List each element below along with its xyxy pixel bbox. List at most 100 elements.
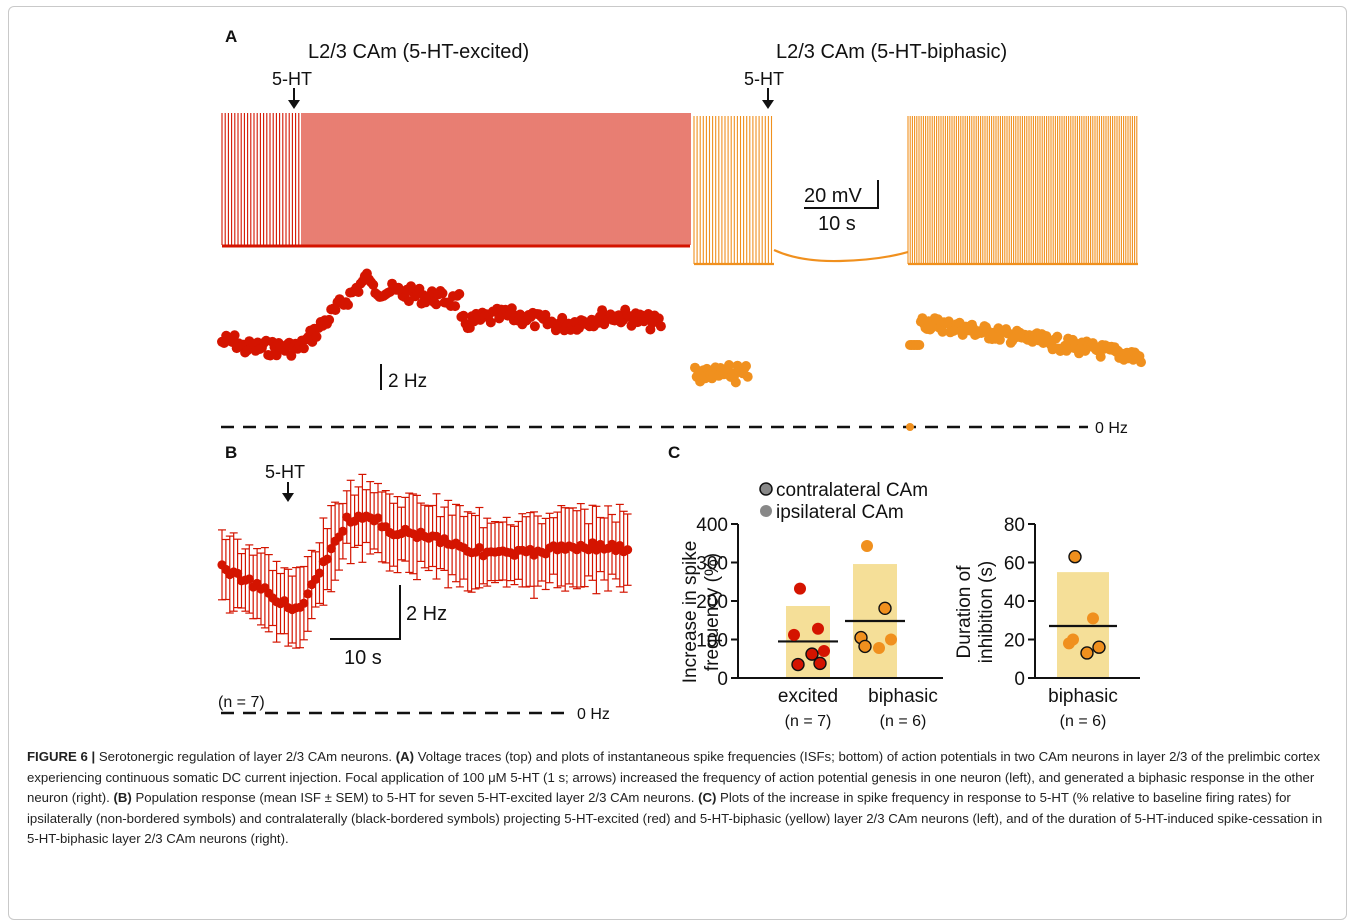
isf-point-biphasic [741, 361, 751, 371]
point-biphasic-ipsilateral [873, 641, 885, 654]
legend-contra-marker [759, 482, 773, 496]
point-biphasic-ipsilateral [1067, 633, 1079, 646]
isf-point-biphasic [724, 360, 734, 370]
legend-ipsi-label: ipsilateral CAm [776, 502, 904, 523]
chart-increase-spike-frequency: 400 300 200 100 0 [696, 515, 943, 690]
point-biphasic-contralateral [1080, 646, 1094, 660]
isf-point-excited [506, 303, 517, 314]
point-excited-ipsilateral [794, 582, 806, 595]
isf-point-biphasic [1052, 331, 1063, 342]
arrow-label-right: 5-HT [744, 69, 784, 89]
y-tick-label: 20 [1004, 631, 1025, 652]
y-tick-label: 400 [696, 515, 728, 536]
voltage-trace-excited [221, 113, 691, 248]
population-point [474, 543, 484, 553]
isf-point-excited [655, 321, 666, 332]
chart-duration-inhibition: 80 60 40 20 0 [1004, 515, 1140, 690]
arrow-icon-left [288, 88, 300, 109]
c-left-ylabel-1: Increase in spike [680, 541, 701, 684]
legend [759, 482, 773, 517]
trace-baseline-biphasic [694, 249, 1138, 266]
zero-label-a: 0 Hz [1095, 420, 1128, 437]
c-cat-biphasic: biphasic [868, 686, 938, 707]
isf-point-excited [450, 301, 461, 312]
isf-point-excited [286, 350, 297, 361]
isf-point-biphasic [914, 340, 925, 350]
caption-c-label: (C) [698, 790, 717, 806]
spike-train-biphasic [693, 116, 1138, 264]
isf-point-excited [368, 279, 379, 290]
y-tick-label: 0 [717, 669, 728, 690]
population-point [338, 526, 348, 536]
c-right-ylabel-2: inhibition (s) [976, 561, 997, 663]
isf-point-excited [454, 289, 465, 299]
legend-contra-label: contralateral CAm [776, 480, 928, 501]
population-response-plot [217, 473, 633, 649]
population-point [322, 554, 332, 564]
panel-a-right-title: L2/3 CAm (5-HT-biphasic) [776, 41, 1007, 63]
isf-point-excited [529, 321, 540, 332]
point-excited-ipsilateral [818, 645, 830, 658]
population-point [299, 598, 309, 608]
population-point [584, 545, 594, 555]
c-cat-biphasic-right: biphasic [1048, 686, 1118, 707]
population-point [623, 545, 633, 555]
point-biphasic-contralateral [858, 639, 872, 654]
arrow-label-left: 5-HT [272, 69, 312, 89]
y-tick-label: 100 [696, 631, 728, 652]
c-right-ylabel-1: Duration of [954, 565, 975, 659]
isf-point-excited [540, 309, 551, 320]
population-point [244, 574, 254, 584]
caption-text-1: Serotonergic regulation of layer 2/3 CAm… [95, 749, 396, 764]
y-tick-label: 300 [696, 554, 728, 575]
panel-a-label: A [225, 27, 237, 46]
point-biphasic-contralateral [878, 601, 892, 616]
figure-6: A L2/3 CAm (5-HT-excited) L2/3 CAm (5-HT… [217, 27, 1146, 730]
population-point [326, 544, 336, 554]
isf-point-excited [653, 313, 664, 324]
c-n-biphasic-right: (n = 6) [1060, 713, 1107, 730]
scale-bar-b [330, 585, 401, 640]
y-tick-label: 40 [1004, 592, 1025, 613]
point-biphasic-ipsilateral [861, 539, 873, 552]
point-excited-ipsilateral [788, 628, 800, 641]
population-point [303, 589, 313, 599]
scale-voltage-label: 20 mV [804, 185, 862, 207]
caption-b-label: (B) [113, 790, 132, 806]
point-excited-contralateral [805, 647, 819, 661]
isf-plot-excited [217, 268, 666, 361]
y-tick-label: 60 [1004, 554, 1025, 575]
isf-point-excited [229, 330, 240, 341]
caption-text-3: Population response (mean ISF ± SEM) to … [131, 790, 699, 806]
population-point [233, 568, 243, 579]
legend-ipsi-marker [760, 505, 772, 517]
isf-point-excited [431, 299, 442, 310]
c-n-excited: (n = 7) [785, 713, 832, 730]
population-point [314, 568, 325, 578]
isf-point-biphasic [1136, 357, 1146, 368]
y-tick-label: 200 [696, 592, 728, 613]
isf-point-excited [271, 350, 282, 361]
isf-point-excited [485, 317, 496, 328]
caption-a-label: (A) [395, 749, 415, 764]
point-biphasic-ipsilateral [1087, 612, 1099, 625]
zero-dot [906, 423, 914, 431]
arrow-label-b: 5-HT [265, 462, 305, 482]
population-point [373, 513, 383, 523]
scale-time-b-label: 10 s [344, 647, 382, 669]
c-n-biphasic: (n = 6) [880, 713, 927, 730]
arrow-icon-b [282, 482, 294, 502]
population-point [587, 538, 598, 548]
caption-fig-label: FIGURE 6 | [27, 749, 96, 764]
voltage-trace-biphasic [693, 116, 1138, 266]
isf-point-excited [311, 331, 322, 342]
y-tick-label: 80 [1004, 515, 1025, 536]
point-excited-contralateral [813, 656, 827, 671]
panel-c-label: C [668, 443, 680, 462]
point-biphasic-contralateral [1068, 550, 1082, 564]
caption-text-4: Plots of the increase in spike frequency… [27, 790, 1323, 847]
figure-caption: FIGURE 6 | Serotonergic regulation of la… [27, 747, 1327, 850]
isf-point-biphasic [937, 326, 948, 337]
scale-bar-voltage-time [804, 180, 879, 209]
n-label-b: (n = 7) [218, 694, 265, 711]
